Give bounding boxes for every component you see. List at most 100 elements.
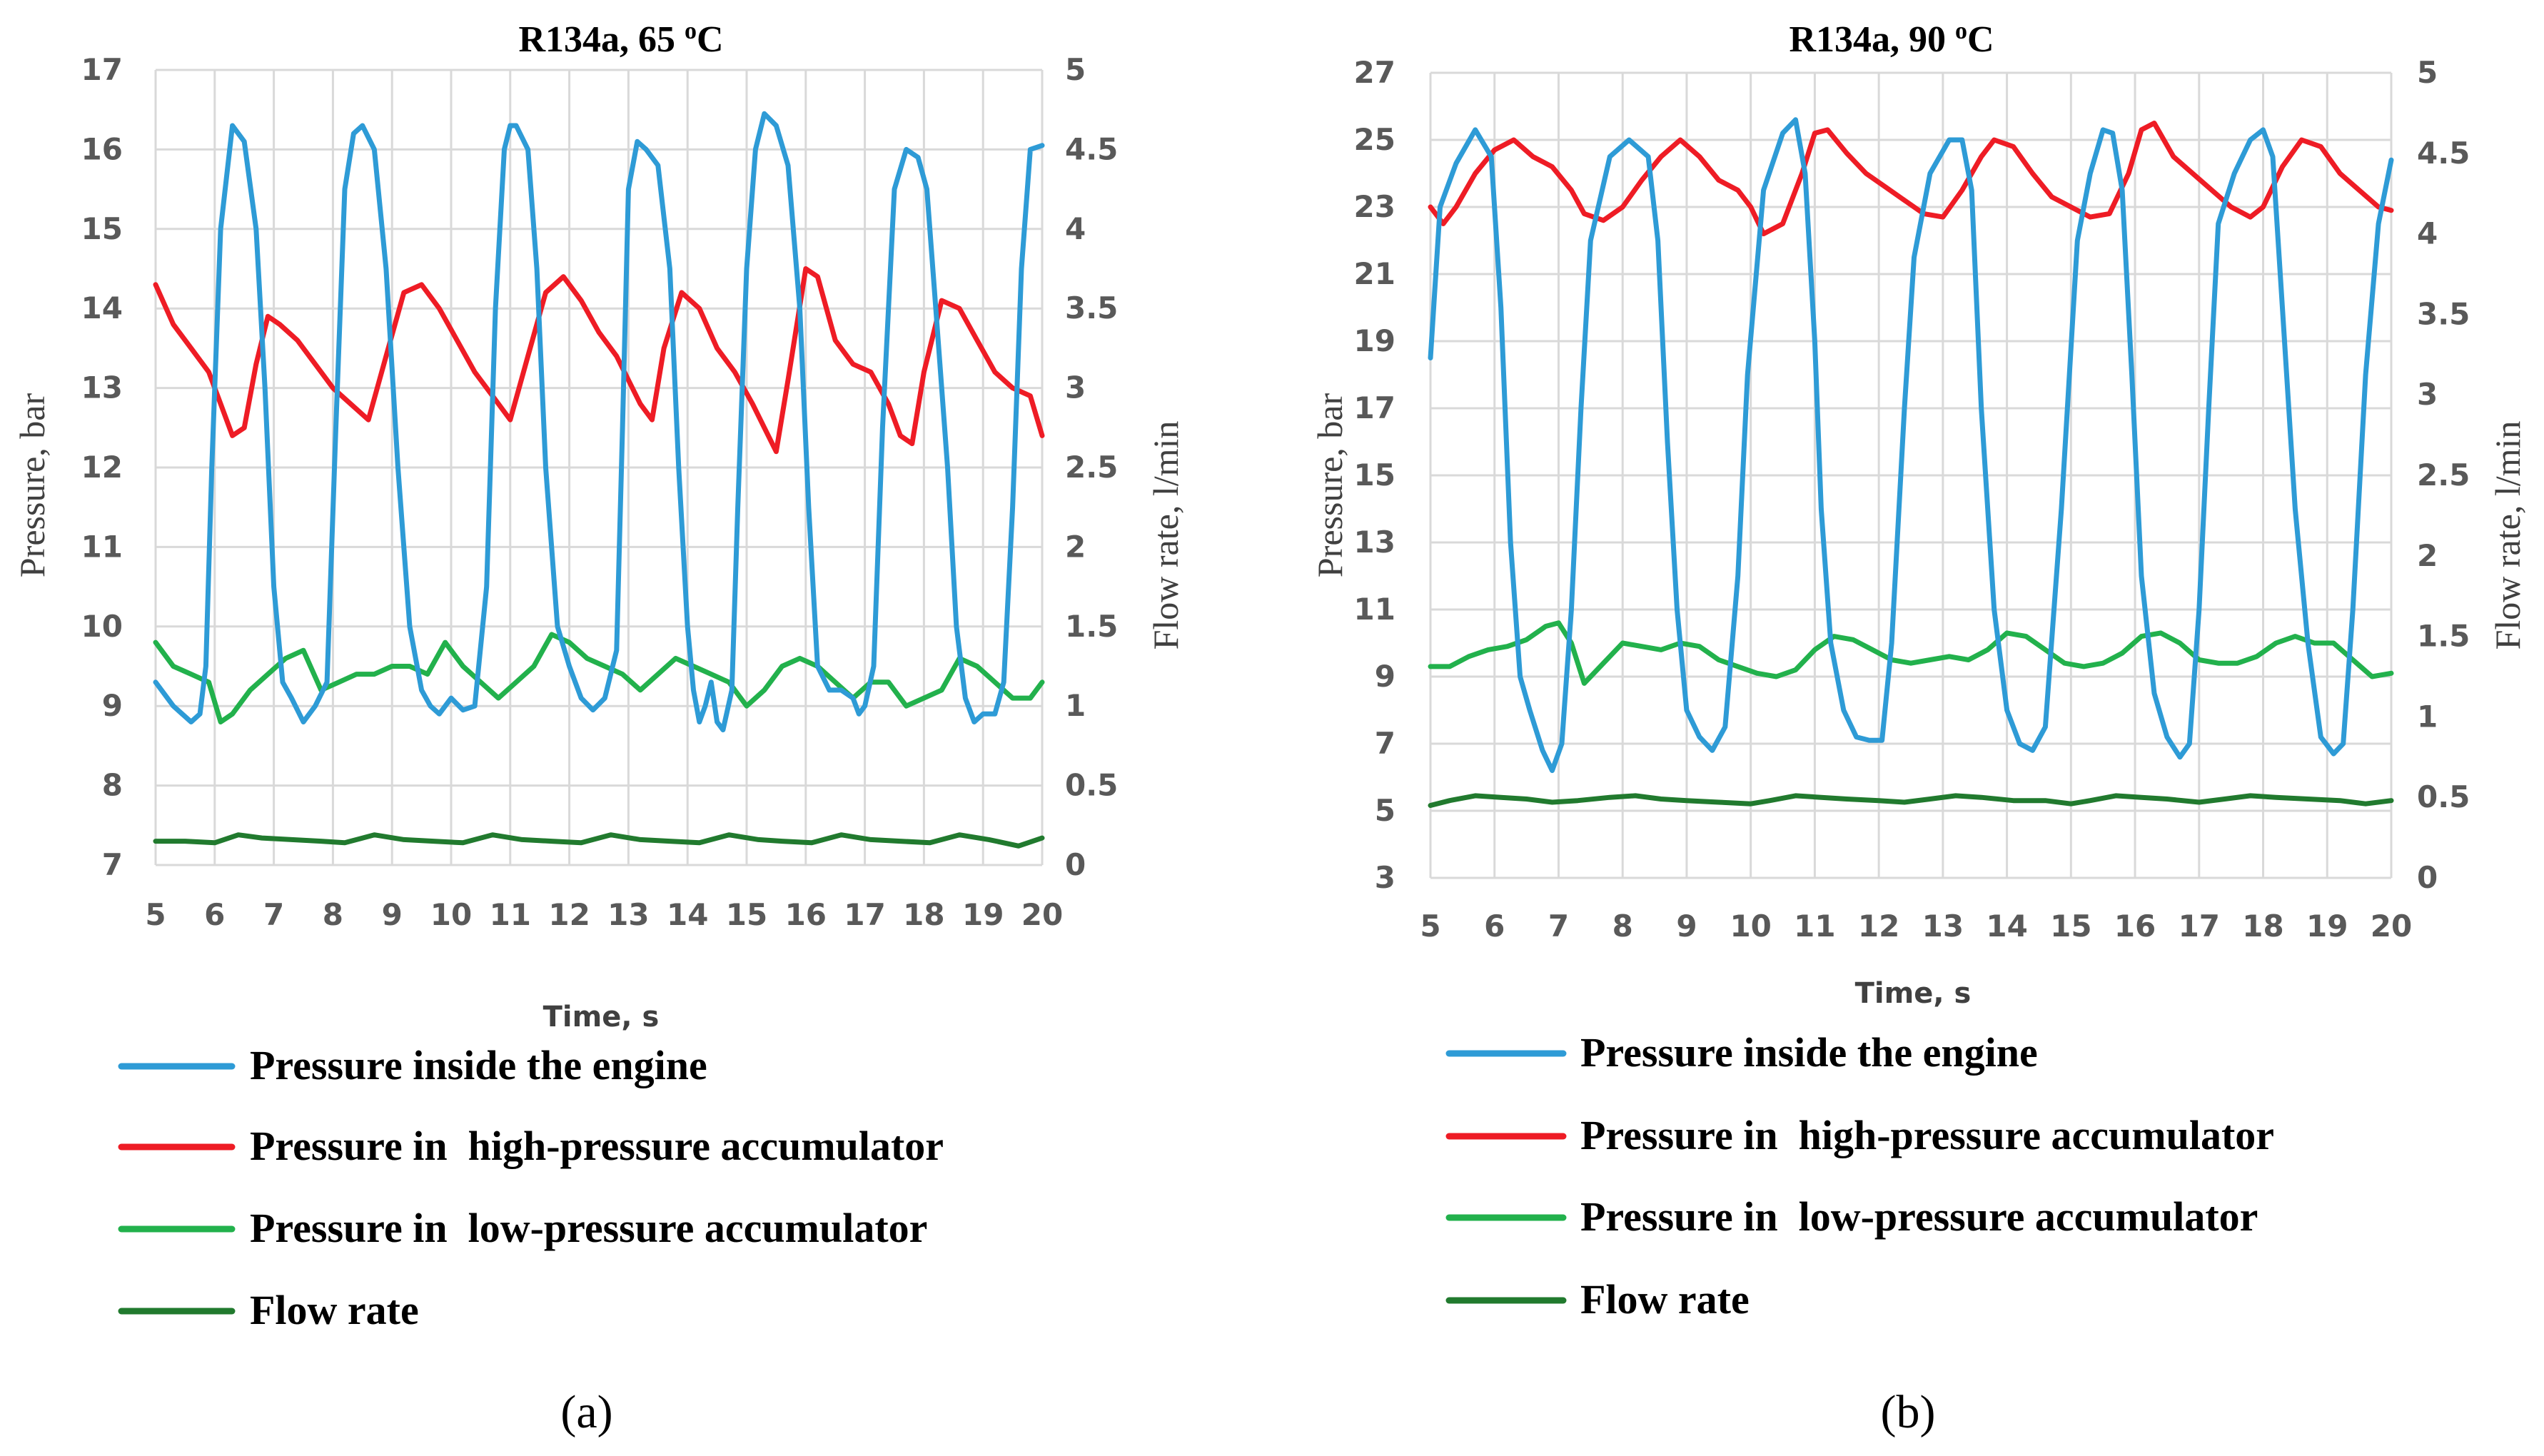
x-tick-label: 12 (1858, 909, 1899, 944)
x-tick-label: 8 (323, 897, 343, 932)
x-tick-label: 13 (1922, 909, 1964, 944)
y-tick-label: 13 (1354, 525, 1395, 560)
y2-tick-label: 0.5 (1065, 768, 1118, 803)
y2-tick-label: 0.5 (2417, 779, 2470, 814)
y-tick-label: 21 (1354, 256, 1395, 291)
series-b (1428, 117, 2394, 808)
series-line-b-2 (1428, 121, 2394, 237)
y-tick-label: 3 (1375, 860, 1395, 895)
y-tick-label: 25 (1354, 122, 1395, 157)
y-tick-label: 23 (1354, 189, 1395, 224)
y2-tick-label: 3.5 (1065, 290, 1118, 325)
x-tick-label: 19 (962, 897, 1004, 932)
y2-tick-label: 5 (1065, 52, 1086, 87)
legend-a: Pressure inside the engine Pressure in hi… (118, 1042, 944, 1333)
y2-tick-label: 4 (1065, 211, 1086, 246)
y-ticks-a: 7 8 9 10 11 12 13 14 15 16 17 (81, 52, 123, 882)
y2-tick-label: 1.5 (1065, 609, 1118, 644)
y-tick-label: 12 (81, 450, 123, 485)
x-tick-label: 15 (726, 897, 767, 932)
legend-label: Pressure inside the engine (1580, 1029, 2038, 1076)
y2-tick-label: 4 (2417, 216, 2438, 251)
series-a (153, 111, 1045, 849)
chart-panel-a: R134a, 65 oC 7 8 9 10 11 12 13 14 15 16 17 0 0.5 1 1.… (12, 18, 1186, 1438)
x-tick-label: 14 (667, 897, 708, 932)
x-tick-label: 18 (903, 897, 944, 932)
x-axis-label-b: Time, s (1855, 977, 1972, 1010)
chart-title-a-degree: o (685, 18, 697, 44)
y2-axis-label-b: Flow rate, l/min (2488, 421, 2528, 650)
y2-tick-label: 1.5 (2417, 619, 2470, 654)
y-tick-label: 13 (81, 370, 123, 405)
y2-tick-label: 3 (1065, 370, 1086, 405)
y2-tick-label: 2 (1065, 529, 1086, 564)
series-line-a-2 (153, 266, 1045, 455)
series-line-b-1 (1428, 117, 2394, 774)
y-tick-label: 11 (1354, 592, 1395, 627)
x-tick-label: 10 (430, 897, 472, 932)
x-tick-label: 6 (1484, 909, 1505, 944)
x-ticks-a: 5 6 7 8 9 10 11 12 13 14 15 16 17 18 19 20 (145, 897, 1063, 932)
chart-title-a-unit: C (697, 19, 724, 60)
y-tick-label: 11 (81, 529, 123, 564)
chart-title-b-text: R134a, 90 (1789, 19, 1955, 60)
legend-label: Pressure in high-pressure accumulator (250, 1123, 944, 1169)
y-axis-label-a: Pressure, bar (12, 393, 52, 578)
legend-b: Pressure inside the engine Pressure in hi… (1445, 1029, 2274, 1323)
y2-tick-label: 0 (1065, 847, 1086, 882)
y-tick-label: 7 (1375, 726, 1395, 761)
chart-title-a: R134a, 65 oC (518, 18, 723, 60)
y-tick-label: 17 (1354, 390, 1395, 425)
y2-tick-label: 5 (2417, 55, 2438, 90)
legend-label: Flow rate (250, 1287, 419, 1333)
y-tick-label: 8 (102, 768, 123, 803)
y2-tick-label: 3.5 (2417, 296, 2470, 331)
y-tick-label: 15 (81, 211, 123, 246)
legend-label: Flow rate (1580, 1276, 1750, 1323)
y-tick-label: 27 (1354, 55, 1395, 90)
legend-label: Pressure in high-pressure accumulator (1580, 1112, 2274, 1158)
y2-tick-label: 3 (2417, 377, 2438, 412)
y2-ticks-a: 0 0.5 1 1.5 2 2.5 3 3.5 4 4.5 5 (1065, 52, 1118, 882)
series-line-b-3 (1428, 620, 2394, 686)
grid-a (154, 69, 1044, 866)
x-tick-label: 15 (2050, 909, 2091, 944)
x-axis-label-a: Time, s (543, 1001, 660, 1033)
x-tick-label: 18 (2242, 909, 2283, 944)
y-tick-label: 14 (81, 290, 123, 325)
y2-axis-label-a: Flow rate, l/min (1146, 421, 1186, 650)
y-tick-label: 9 (102, 688, 123, 723)
y-axis-label-b: Pressure, bar (1310, 393, 1350, 578)
y-tick-label: 16 (81, 131, 123, 166)
x-tick-label: 9 (1676, 909, 1697, 944)
x-tick-label: 17 (844, 897, 885, 932)
y2-tick-label: 4.5 (1065, 131, 1118, 166)
x-tick-label: 11 (1794, 909, 1835, 944)
x-tick-label: 7 (1548, 909, 1569, 944)
x-tick-label: 20 (2371, 909, 2412, 944)
y2-tick-label: 1 (2417, 699, 2438, 734)
y2-tick-label: 0 (2417, 860, 2438, 895)
y-tick-label: 19 (1354, 323, 1395, 358)
x-tick-label: 5 (1420, 909, 1440, 944)
x-tick-label: 19 (2306, 909, 2348, 944)
x-tick-label: 20 (1021, 897, 1063, 932)
x-tick-label: 16 (785, 897, 827, 932)
y2-tick-label: 1 (1065, 688, 1086, 723)
y-tick-label: 10 (81, 609, 123, 644)
series-line-a-1 (153, 111, 1045, 733)
x-tick-label: 10 (1730, 909, 1771, 944)
x-tick-label: 6 (204, 897, 225, 932)
x-ticks-b: 5 6 7 8 9 10 11 12 13 14 15 16 17 18 19 20 (1420, 909, 2412, 944)
x-tick-label: 11 (490, 897, 531, 932)
x-tick-label: 7 (263, 897, 284, 932)
y2-tick-label: 4.5 (2417, 136, 2470, 171)
x-tick-label: 16 (2114, 909, 2156, 944)
legend-label: Pressure inside the engine (250, 1042, 707, 1088)
x-tick-label: 8 (1612, 909, 1633, 944)
x-tick-label: 17 (2179, 909, 2220, 944)
y2-tick-label: 2.5 (2417, 457, 2470, 492)
series-line-a-4 (153, 832, 1045, 849)
y-tick-label: 15 (1354, 457, 1395, 492)
